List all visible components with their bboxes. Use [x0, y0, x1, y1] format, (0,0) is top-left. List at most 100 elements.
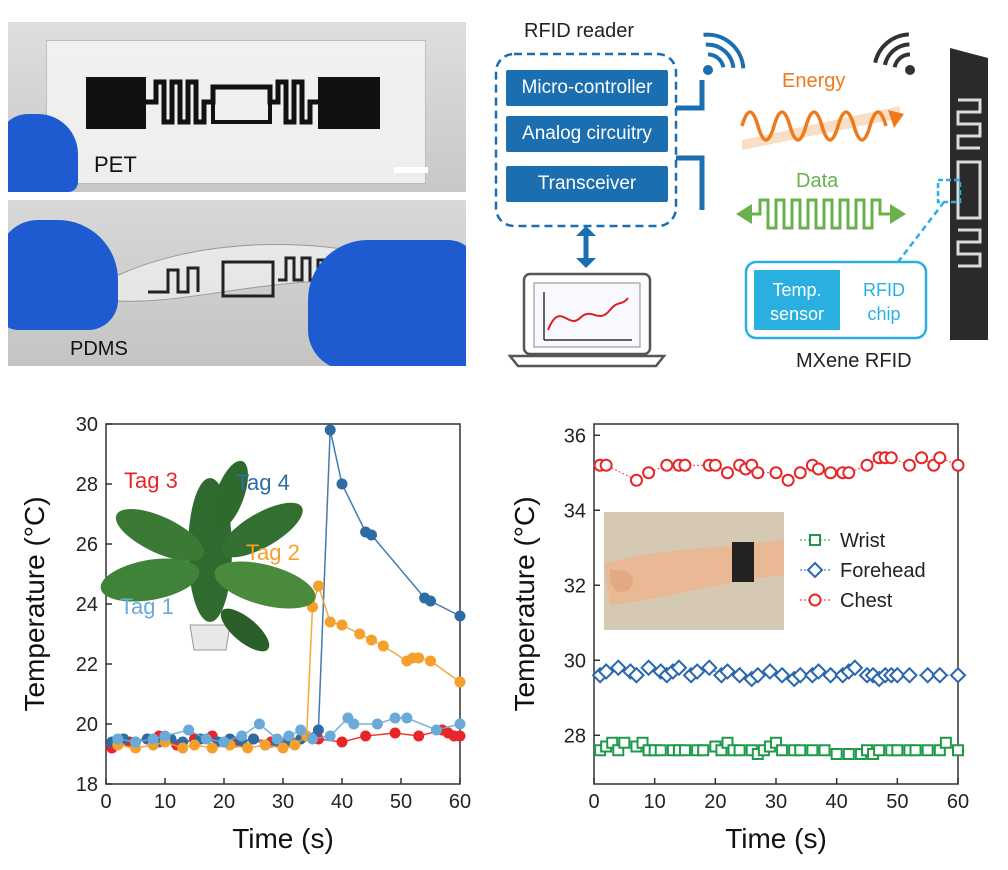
data-point-tag-1 — [389, 712, 401, 724]
pet-antenna-image — [86, 77, 428, 173]
reader-title: RFID reader — [524, 20, 635, 42]
data-point-tag-1 — [253, 718, 265, 730]
data-point-chest — [708, 458, 722, 472]
data-point-tag-3 — [336, 736, 348, 748]
data-point-chest — [951, 458, 965, 472]
data-point-wrist — [830, 748, 843, 760]
data-point-tag-2 — [366, 634, 377, 646]
data-point-wrist — [679, 744, 691, 757]
pet-label: PET — [94, 152, 137, 177]
data-point-tag-1 — [271, 733, 283, 745]
y-tick-label: 18 — [76, 774, 98, 796]
data-point-chest — [860, 458, 874, 472]
data-point-forehead — [931, 666, 949, 684]
pdms-label: PDMS — [70, 338, 128, 360]
data-point-tag-4 — [454, 610, 466, 622]
wrist-photo-inset — [604, 512, 784, 630]
transceiver-box: Transceiver — [506, 166, 668, 202]
data-point-wrist — [818, 744, 831, 757]
data-point-tag-4 — [248, 733, 259, 745]
data-point-tag-1 — [371, 718, 383, 730]
data-point-wrist — [770, 736, 782, 749]
data-point-tag-2 — [277, 742, 289, 754]
chart-tag-temperature: 0 10 20 30 40 50 60 18 20 22 24 26 28 30 Time (s) Tempe… — [19, 414, 471, 854]
chart-body-temperature: 0 10 20 30 40 50 60 28 30 32 34 36 Time (s) Temperatu… — [509, 423, 969, 854]
data-point-wrist — [715, 744, 728, 757]
glove-right-bottom — [308, 240, 466, 366]
data-point-forehead — [719, 663, 736, 680]
data-point-tag-2 — [425, 655, 436, 667]
y-tick-label: 24 — [76, 594, 98, 616]
data-point-tag-1 — [218, 736, 230, 748]
data-point-tag-1 — [159, 730, 171, 742]
data-point-chest — [678, 458, 692, 472]
data-point-chest — [884, 451, 898, 465]
data-point-forehead — [901, 666, 918, 684]
x-tick-label: 50 — [390, 791, 412, 813]
data-point-forehead — [949, 666, 967, 684]
chart1-annotation-tag1: Tag 1 — [120, 594, 174, 619]
data-point-forehead — [846, 659, 864, 677]
data-point-wrist — [697, 744, 710, 757]
x-tick-label: 10 — [644, 791, 666, 813]
y-tick-label: 30 — [564, 650, 586, 672]
data-point-tag-3 — [389, 727, 401, 739]
data-point-tag-4 — [312, 724, 324, 736]
reader-laptop-arrow — [576, 226, 596, 268]
data-point-tag-3 — [413, 730, 425, 742]
data-point-wrist — [794, 744, 807, 757]
x-tick-label: 30 — [272, 791, 294, 813]
data-point-wrist — [606, 736, 619, 749]
data-point-wrist — [952, 744, 964, 757]
data-point-tag-4 — [366, 529, 377, 541]
micro-controller-box: Micro-controller — [506, 70, 668, 106]
data-point-tag-1 — [454, 718, 466, 730]
data-point-forehead — [773, 666, 791, 684]
data-point-wrist — [806, 744, 819, 757]
chip-highlight — [936, 178, 962, 204]
rfid-chip-label: RFID chip — [863, 280, 905, 324]
data-point-forehead — [810, 663, 827, 680]
data-point-tag-1 — [283, 730, 295, 742]
data-point-wrist — [891, 744, 904, 757]
x-tick-label: 20 — [213, 791, 235, 813]
data-point-chest — [811, 462, 825, 476]
data-point-chest — [842, 466, 856, 480]
data-point-chest — [824, 466, 838, 480]
data-point-tag-2 — [242, 742, 254, 754]
tag-wireless-icon — [873, 32, 915, 75]
energy-wave — [740, 106, 904, 150]
data-point-tag-1 — [200, 733, 212, 745]
legend-label-wrist: Wrist — [840, 530, 886, 552]
glove-left-top — [8, 114, 78, 192]
y-tick-label: 34 — [564, 500, 586, 522]
data-point-chest — [915, 451, 929, 465]
data-point-tag-2 — [336, 619, 348, 631]
x-axis-label: Time (s) — [725, 823, 827, 854]
data-point-tag-1 — [183, 724, 195, 736]
data-point-chest — [933, 451, 947, 465]
data-point-tag-1 — [348, 718, 360, 730]
chart1-annotation-tag4: Tag 4 — [236, 470, 290, 495]
data-point-wrist — [921, 744, 934, 757]
y-tick-label: 36 — [564, 425, 586, 447]
legend-marker-chest — [808, 593, 822, 607]
analog-circuitry-box: Analog circuitry — [506, 116, 668, 152]
data-point-wrist — [733, 744, 746, 757]
schematic-graphics — [494, 32, 988, 368]
data-point-tag-2 — [206, 742, 218, 754]
data-point-tag-2 — [289, 739, 301, 751]
data-point-tag-2 — [454, 676, 466, 688]
data-point-chest — [769, 466, 783, 480]
laptop-icon — [507, 272, 667, 368]
data-point-chest — [781, 473, 795, 487]
data-point-forehead — [749, 666, 767, 684]
data-point-tag-2 — [312, 580, 324, 592]
data-point-forehead — [688, 663, 706, 680]
data-point-tag-1 — [324, 730, 336, 742]
data-point-chest — [599, 458, 613, 472]
data-point-wrist — [939, 736, 952, 749]
data-point-tag-1 — [147, 733, 159, 745]
data-point-tag-1 — [430, 724, 442, 736]
y-axis-label: Temperature (°C) — [19, 496, 50, 711]
